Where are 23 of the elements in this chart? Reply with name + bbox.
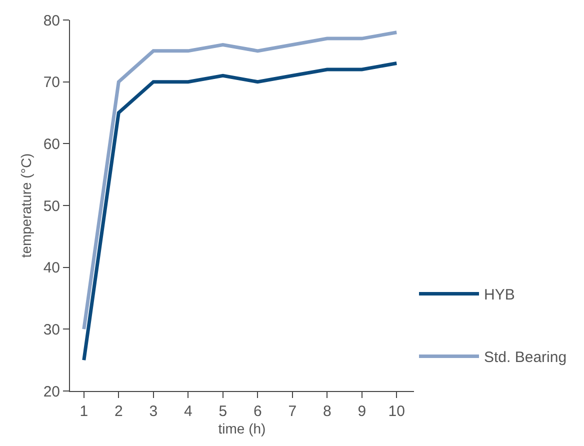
x-tick-label: 9 bbox=[358, 403, 366, 420]
y-tick-label: 50 bbox=[43, 198, 60, 215]
x-axis-title: time (h) bbox=[218, 420, 266, 436]
x-tick-label: 1 bbox=[80, 403, 88, 420]
y-tick-label: 20 bbox=[43, 383, 60, 400]
y-tick-label: 40 bbox=[43, 260, 60, 277]
line-series bbox=[82, 30, 398, 331]
line-series bbox=[82, 62, 398, 362]
x-tick-label: 8 bbox=[322, 403, 332, 420]
y-tick-label: 60 bbox=[43, 136, 60, 153]
x-tick-label: 5 bbox=[218, 403, 228, 420]
x-tick-label: 10 bbox=[388, 403, 405, 420]
x-tick-label: 4 bbox=[184, 403, 192, 420]
y-axis-title: temperature (°C) bbox=[18, 153, 34, 258]
y-tick-label: 30 bbox=[43, 321, 60, 338]
legend-label: HYB bbox=[484, 286, 515, 304]
x-tick-label: 6 bbox=[253, 403, 262, 420]
x-tick-label: 2 bbox=[114, 403, 123, 420]
y-tick-label: 80 bbox=[43, 12, 60, 30]
x-tick-label: 3 bbox=[149, 403, 158, 420]
legend-label: Std. Bearing bbox=[484, 349, 567, 366]
x-tick-label: 7 bbox=[288, 403, 297, 420]
y-tick-label: 70 bbox=[43, 74, 60, 92]
